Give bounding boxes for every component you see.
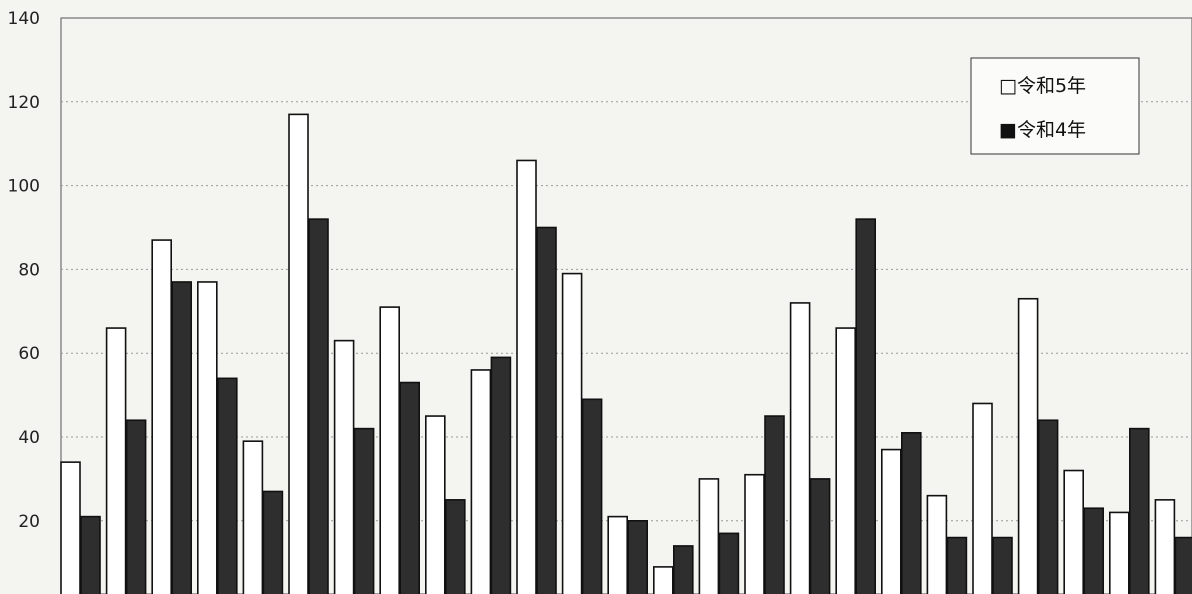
bar-reiwa4 — [809, 478, 831, 594]
bar-reiwa5 — [379, 306, 401, 594]
bar-reiwa4 — [1129, 427, 1150, 594]
bar-reiwa5 — [105, 327, 127, 594]
legend-marker-2: ■ — [999, 119, 1017, 141]
y-tick-label: 40 — [18, 428, 40, 448]
bar-reiwa4 — [992, 536, 1013, 594]
bar-reiwa5 — [561, 272, 583, 594]
bar-reiwa4 — [855, 218, 877, 594]
bar-reiwa5 — [835, 327, 857, 594]
bar-reiwa5 — [698, 478, 720, 594]
bar-reiwa5 — [926, 494, 948, 594]
bar-reiwa4 — [1174, 536, 1192, 594]
y-tick-label: 100 — [8, 177, 40, 197]
bar-reiwa4 — [308, 218, 329, 594]
bar-reiwa4 — [1083, 507, 1104, 594]
bar-reiwa4 — [536, 226, 557, 594]
bar-reiwa4 — [80, 515, 101, 594]
bar-reiwa5 — [789, 302, 811, 594]
bar-reiwa5 — [424, 415, 446, 594]
bar-reiwa5 — [288, 113, 309, 594]
bar-reiwa5 — [197, 281, 218, 594]
bar-reiwa5 — [333, 339, 355, 594]
bar-reiwa5 — [1109, 511, 1130, 594]
bar-reiwa5 — [60, 461, 81, 594]
bar-reiwa5 — [151, 239, 172, 594]
bar-reiwa5 — [470, 369, 492, 594]
legend-item-1: □令和5年 — [999, 75, 1086, 97]
bar-reiwa4 — [490, 356, 512, 594]
legend-marker-1: □ — [999, 75, 1017, 97]
bar-reiwa4 — [946, 536, 968, 594]
legend-label-2: 令和4年 — [1017, 119, 1086, 141]
bar-reiwa5 — [1063, 469, 1084, 594]
bar-reiwa5 — [1017, 297, 1039, 594]
bar-reiwa4 — [444, 499, 466, 594]
bar-reiwa4 — [125, 419, 147, 594]
bar-reiwa4 — [764, 415, 785, 594]
bar-reiwa4 — [217, 377, 238, 594]
bar-reiwa4 — [627, 519, 649, 594]
bar-reiwa4 — [581, 398, 603, 594]
bar-reiwa4 — [900, 432, 922, 594]
y-tick-label: 120 — [8, 93, 40, 113]
bar-reiwa4 — [1037, 419, 1059, 594]
bar-reiwa4 — [171, 281, 192, 594]
bar-reiwa5 — [972, 402, 993, 594]
bar-reiwa4 — [353, 427, 375, 594]
y-tick-label: 80 — [18, 260, 40, 280]
legend-item-2: ■令和4年 — [999, 119, 1086, 141]
bar-reiwa5 — [744, 473, 765, 594]
y-tick-label: 60 — [18, 344, 40, 364]
bar-reiwa4 — [718, 532, 740, 594]
y-axis-ticks: 20 40 60 80 100 120 140 — [8, 9, 40, 532]
bar-reiwa5 — [1154, 499, 1176, 594]
bar-reiwa4 — [672, 545, 694, 594]
y-tick-label: 140 — [8, 9, 40, 29]
bar-reiwa5 — [880, 448, 902, 594]
bars — [60, 113, 1192, 594]
bar-reiwa5 — [242, 440, 264, 594]
bar-reiwa4 — [262, 490, 284, 594]
bar-reiwa5 — [607, 515, 629, 594]
bar-reiwa5 — [652, 566, 674, 594]
bar-reiwa5 — [516, 159, 537, 594]
legend: □令和5年 ■令和4年 — [970, 57, 1140, 155]
bar-reiwa4 — [399, 381, 421, 594]
legend-label-1: 令和5年 — [1017, 75, 1086, 97]
y-tick-label: 20 — [18, 512, 40, 532]
legend-box — [970, 57, 1140, 155]
